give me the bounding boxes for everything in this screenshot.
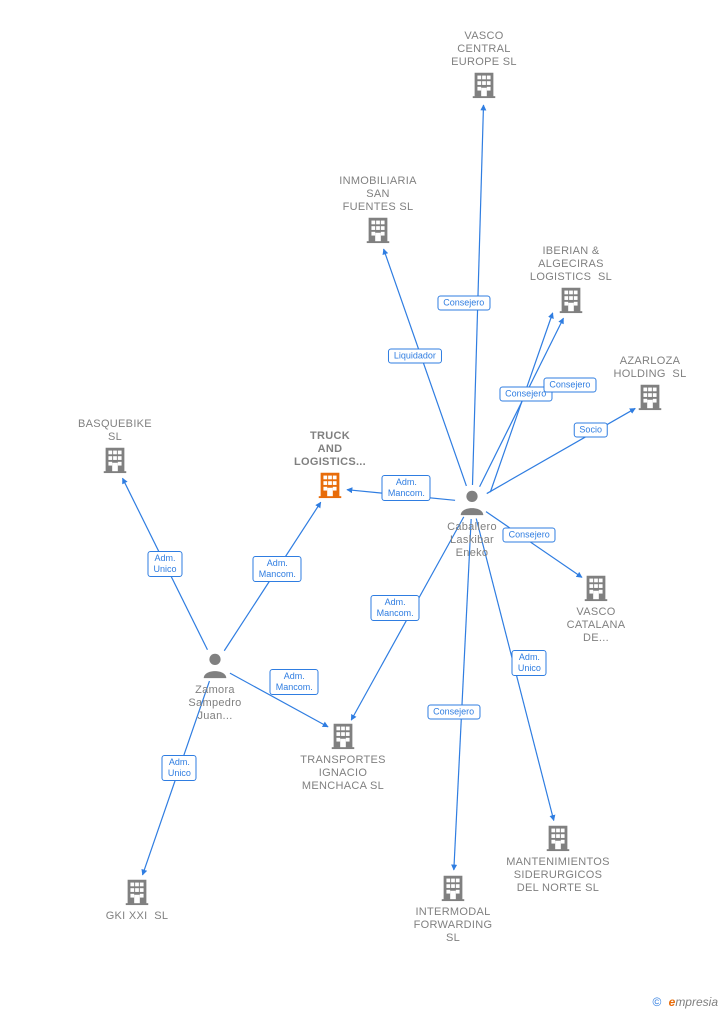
- node-label: IBERIAN & ALGECIRAS LOGISTICS SL: [511, 245, 631, 284]
- person-icon: [457, 487, 487, 517]
- edge-label: Adm. Mancom.: [253, 556, 302, 582]
- edge-line: [487, 408, 636, 493]
- company-node[interactable]: VASCO CATALANA DE...: [541, 572, 651, 645]
- edge-line: [476, 518, 554, 820]
- building-icon: [363, 214, 393, 244]
- building-icon: [438, 872, 468, 902]
- edge-line: [123, 478, 208, 650]
- building-icon: [122, 876, 152, 906]
- company-node[interactable]: TRUCK AND LOGISTICS...: [275, 430, 385, 503]
- node-label: TRANSPORTES IGNACIO MENCHACA SL: [278, 754, 408, 793]
- node-label: VASCO CATALANA DE...: [541, 606, 651, 645]
- edge-line: [472, 105, 483, 485]
- edge-line: [454, 519, 471, 870]
- company-node[interactable]: GKI XXI SL: [82, 876, 192, 923]
- person-icon: [200, 650, 230, 680]
- edge-label: Consejero: [499, 387, 552, 402]
- brand-rest: mpresia: [675, 995, 718, 1009]
- company-node[interactable]: IBERIAN & ALGECIRAS LOGISTICS SL: [511, 245, 631, 318]
- edge-label: Adm. Unico: [162, 755, 197, 781]
- node-label: TRUCK AND LOGISTICS...: [275, 430, 385, 469]
- node-label: Caballero Laskibar Eneko: [427, 521, 517, 560]
- edge-label: Adm. Mancom.: [270, 669, 319, 695]
- node-label: INMOBILIARIA SAN FUENTES SL: [318, 175, 438, 214]
- building-icon: [100, 444, 130, 474]
- edge-label: Socio: [573, 422, 608, 437]
- building-icon: [543, 822, 573, 852]
- building-icon: [556, 284, 586, 314]
- person-node[interactable]: Zamora Sampedro Juan...: [170, 650, 260, 723]
- building-icon: [328, 720, 358, 750]
- building-icon: [469, 69, 499, 99]
- company-node[interactable]: BASQUEBIKE SL: [60, 418, 170, 478]
- edge-label: Adm. Unico: [512, 650, 547, 676]
- edge-line: [384, 249, 467, 486]
- building-icon: [635, 381, 665, 411]
- edge-label: Adm. Mancom.: [382, 475, 431, 501]
- copyright-symbol: ©: [652, 995, 661, 1009]
- building-icon: [315, 469, 345, 499]
- edge-line: [490, 313, 552, 492]
- node-label: VASCO CENTRAL EUROPE SL: [429, 30, 539, 69]
- company-node[interactable]: INTERMODAL FORWARDING SL: [393, 872, 513, 945]
- company-node[interactable]: AZARLOZA HOLDING SL: [595, 355, 705, 415]
- node-label: INTERMODAL FORWARDING SL: [393, 906, 513, 945]
- node-label: Zamora Sampedro Juan...: [170, 684, 260, 723]
- node-label: GKI XXI SL: [82, 910, 192, 923]
- company-node[interactable]: TRANSPORTES IGNACIO MENCHACA SL: [278, 720, 408, 793]
- node-label: BASQUEBIKE SL: [60, 418, 170, 444]
- edge-label: Liquidador: [388, 348, 442, 363]
- edge-label: Adm. Mancom.: [371, 595, 420, 621]
- edge-label: Consejero: [543, 378, 596, 393]
- building-icon: [581, 572, 611, 602]
- watermark: © empresia: [652, 995, 718, 1009]
- edge-line: [480, 318, 564, 487]
- company-node[interactable]: INMOBILIARIA SAN FUENTES SL: [318, 175, 438, 248]
- edge-label: Consejero: [427, 705, 480, 720]
- company-node[interactable]: VASCO CENTRAL EUROPE SL: [429, 30, 539, 103]
- edge-label: Consejero: [437, 295, 490, 310]
- diagram-stage: TRUCK AND LOGISTICS... VASCO CENTRAL EUR…: [0, 0, 728, 1015]
- person-node[interactable]: Caballero Laskibar Eneko: [427, 487, 517, 560]
- node-label: AZARLOZA HOLDING SL: [595, 355, 705, 381]
- edge-line: [224, 502, 320, 650]
- edge-label: Adm. Unico: [147, 551, 182, 577]
